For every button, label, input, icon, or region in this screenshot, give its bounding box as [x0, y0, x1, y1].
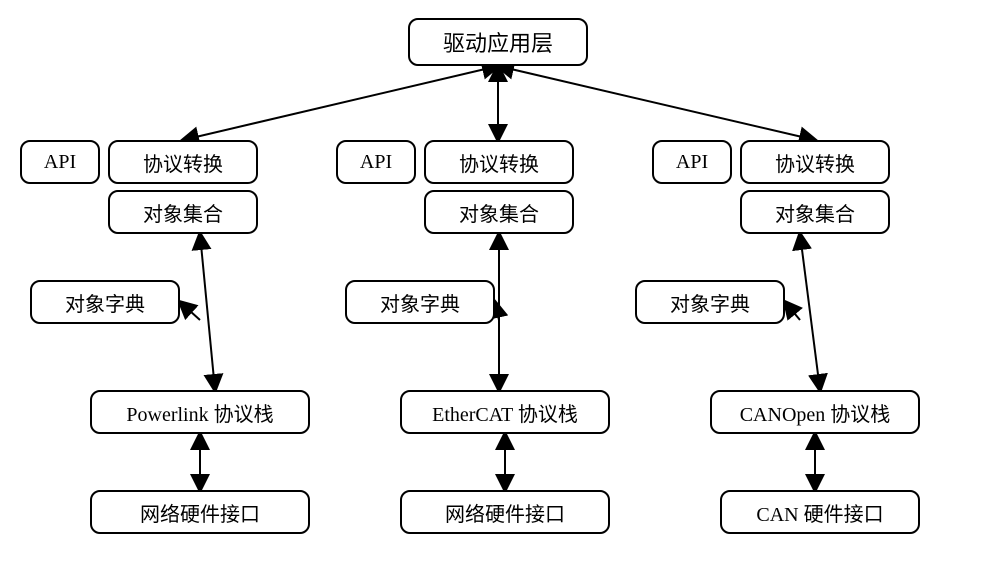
node-stack3: CANOpen 协议栈	[710, 390, 920, 434]
node-label: 对象字典	[670, 288, 750, 317]
node-api1: API	[20, 140, 100, 184]
node-dict3: 对象字典	[635, 280, 785, 324]
node-hw3: CAN 硬件接口	[720, 490, 920, 534]
node-label: 协议转换	[459, 148, 539, 177]
node-top: 驱动应用层	[408, 18, 588, 66]
node-label: Powerlink 协议栈	[126, 398, 273, 427]
node-label: 驱动应用层	[443, 26, 553, 58]
node-label: 对象字典	[65, 288, 145, 317]
node-coll1: 对象集合	[108, 190, 258, 234]
node-conv2: 协议转换	[424, 140, 574, 184]
node-label: 协议转换	[143, 148, 223, 177]
node-dict2: 对象字典	[345, 280, 495, 324]
node-api3: API	[652, 140, 732, 184]
node-hw2: 网络硬件接口	[400, 490, 610, 534]
node-label: 对象集合	[775, 198, 855, 227]
node-coll2: 对象集合	[424, 190, 574, 234]
node-conv3: 协议转换	[740, 140, 890, 184]
node-label: API	[360, 151, 392, 174]
node-api2: API	[336, 140, 416, 184]
node-conv1: 协议转换	[108, 140, 258, 184]
node-label: API	[676, 151, 708, 174]
node-label: 对象集合	[143, 198, 223, 227]
node-stack1: Powerlink 协议栈	[90, 390, 310, 434]
node-coll3: 对象集合	[740, 190, 890, 234]
node-hw1: 网络硬件接口	[90, 490, 310, 534]
node-label: 网络硬件接口	[140, 498, 260, 527]
node-label: 协议转换	[775, 148, 855, 177]
node-label: 对象集合	[459, 198, 539, 227]
node-stack2: EtherCAT 协议栈	[400, 390, 610, 434]
node-label: CAN 硬件接口	[756, 498, 883, 527]
node-dict1: 对象字典	[30, 280, 180, 324]
node-label: 对象字典	[380, 288, 460, 317]
node-label: API	[44, 151, 76, 174]
node-label: CANOpen 协议栈	[740, 398, 891, 427]
node-label: EtherCAT 协议栈	[432, 398, 578, 427]
node-label: 网络硬件接口	[445, 498, 565, 527]
